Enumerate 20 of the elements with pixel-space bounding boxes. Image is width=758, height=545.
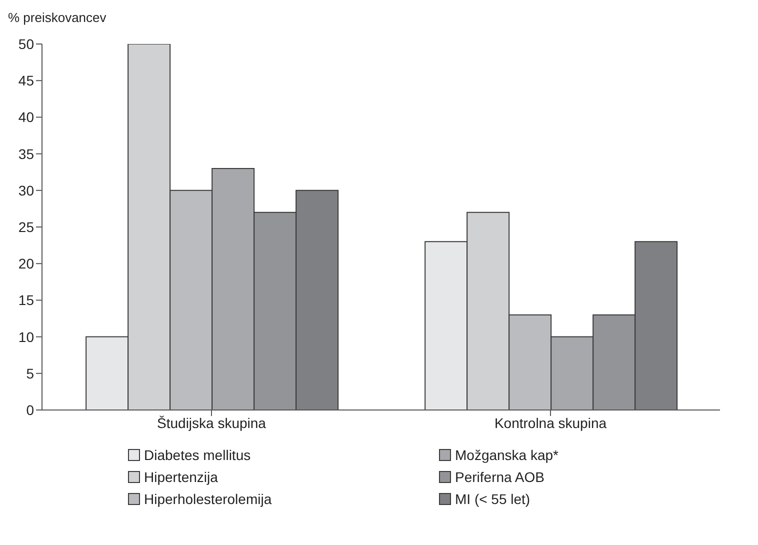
legend-label: Možganska kap* bbox=[455, 447, 559, 463]
y-tick-label: 20 bbox=[18, 256, 34, 272]
y-tick-label: 10 bbox=[18, 328, 34, 345]
x-tick-label: Kontrolna skupina bbox=[494, 414, 607, 431]
legend-label: Periferna AOB bbox=[455, 469, 544, 485]
y-tick-label: 35 bbox=[18, 146, 34, 162]
y-tick-label: 0 bbox=[26, 402, 34, 418]
legend-label: MI (< 55 let) bbox=[455, 491, 530, 507]
y-tick-label: 5 bbox=[26, 365, 34, 382]
legend-label: Hipertenzija bbox=[144, 469, 218, 485]
y-tick-label: 50 bbox=[18, 36, 34, 52]
y-tick-label: 15 bbox=[18, 292, 34, 308]
y-tick-label: 45 bbox=[18, 72, 34, 89]
y-tick-label: 30 bbox=[18, 182, 34, 198]
legend-label: Hiperholesterolemija bbox=[144, 491, 272, 507]
y-axis-title: % preiskovancev bbox=[8, 9, 108, 27]
y-tick-label: 25 bbox=[18, 218, 34, 235]
legend-label: Diabetes mellitus bbox=[144, 447, 251, 463]
y-tick-label: 40 bbox=[18, 109, 34, 126]
x-tick-label: Študijska skupina bbox=[157, 414, 266, 431]
